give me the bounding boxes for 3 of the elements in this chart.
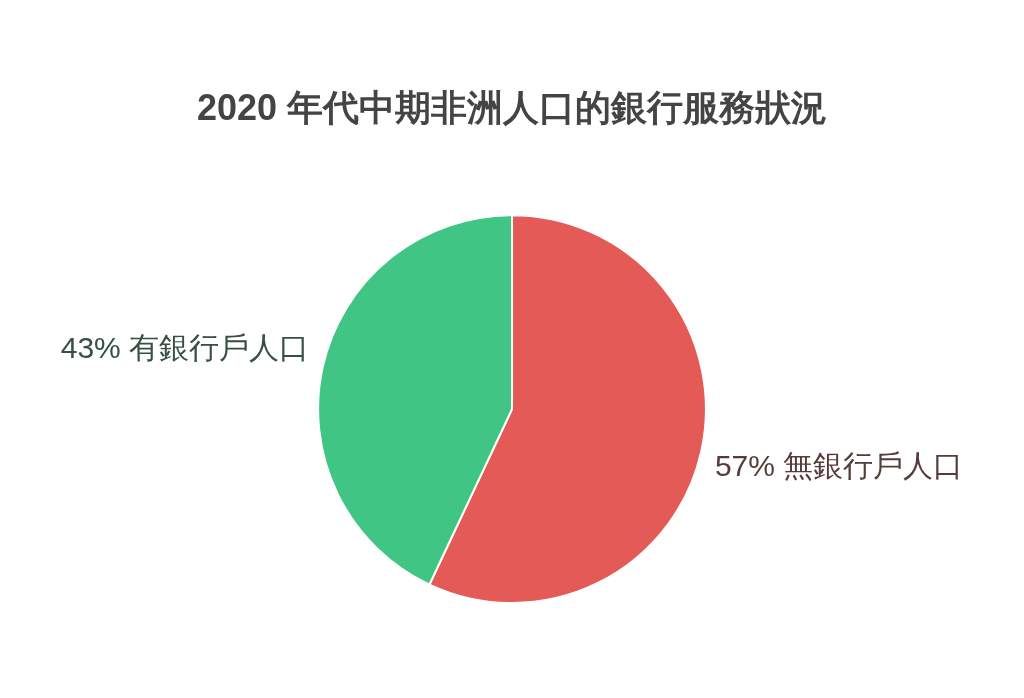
chart-title: 2020 年代中期非洲人口的銀行服務狀況: [196, 86, 828, 128]
slice-label: 43% 有銀行戶人口: [60, 331, 310, 365]
slice-label: 57% 無銀行戶人口: [714, 449, 964, 483]
